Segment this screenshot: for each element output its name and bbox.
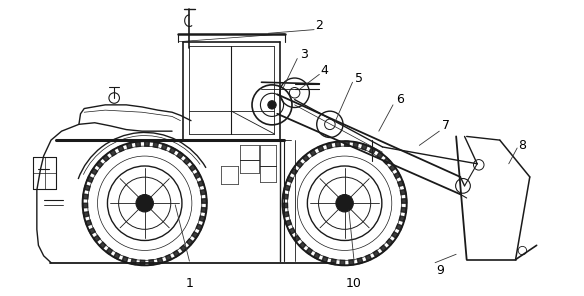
Polygon shape [291, 168, 297, 175]
Polygon shape [377, 152, 383, 159]
Polygon shape [158, 258, 163, 264]
Text: 10: 10 [346, 277, 362, 290]
Polygon shape [400, 189, 406, 195]
Circle shape [268, 101, 276, 109]
Polygon shape [345, 141, 349, 146]
Polygon shape [87, 176, 93, 182]
Polygon shape [131, 259, 136, 265]
Polygon shape [180, 245, 187, 252]
Polygon shape [293, 235, 300, 242]
Circle shape [109, 93, 120, 103]
Polygon shape [99, 242, 106, 249]
Polygon shape [373, 250, 380, 257]
Polygon shape [366, 255, 371, 261]
Text: 2: 2 [315, 20, 324, 33]
Polygon shape [84, 185, 90, 191]
Polygon shape [394, 172, 401, 178]
Polygon shape [322, 256, 328, 263]
Circle shape [136, 194, 154, 212]
Polygon shape [284, 185, 290, 191]
Polygon shape [387, 239, 393, 245]
Polygon shape [380, 245, 387, 252]
Circle shape [336, 194, 353, 212]
Polygon shape [169, 147, 176, 154]
Polygon shape [93, 235, 100, 242]
Text: 6: 6 [396, 93, 404, 106]
Polygon shape [96, 161, 103, 168]
Polygon shape [200, 189, 206, 195]
Polygon shape [201, 199, 207, 203]
Polygon shape [173, 250, 180, 257]
Polygon shape [286, 220, 291, 226]
Polygon shape [283, 212, 289, 217]
Polygon shape [194, 172, 201, 178]
Polygon shape [162, 144, 168, 150]
Text: 7: 7 [442, 119, 450, 132]
Polygon shape [340, 260, 345, 265]
Polygon shape [399, 216, 405, 221]
Polygon shape [283, 194, 288, 199]
Polygon shape [140, 260, 145, 265]
Polygon shape [390, 165, 396, 171]
Polygon shape [122, 256, 128, 263]
Polygon shape [110, 149, 116, 156]
Text: 8: 8 [519, 139, 526, 152]
Polygon shape [396, 224, 402, 230]
Text: 9: 9 [436, 263, 444, 276]
Polygon shape [335, 141, 340, 147]
Polygon shape [288, 228, 295, 234]
Polygon shape [303, 155, 309, 161]
Polygon shape [189, 165, 196, 171]
Polygon shape [102, 155, 109, 161]
Polygon shape [318, 145, 324, 152]
Polygon shape [283, 203, 288, 208]
Polygon shape [361, 144, 367, 150]
Polygon shape [192, 232, 199, 238]
Polygon shape [314, 253, 320, 259]
Polygon shape [83, 194, 88, 199]
Polygon shape [402, 199, 406, 203]
Polygon shape [299, 242, 306, 249]
Polygon shape [384, 158, 390, 164]
Polygon shape [331, 259, 336, 265]
Polygon shape [177, 152, 183, 159]
Text: 4: 4 [321, 64, 329, 77]
Polygon shape [349, 260, 354, 265]
Polygon shape [91, 168, 98, 175]
Polygon shape [118, 145, 124, 152]
Polygon shape [306, 248, 312, 255]
Text: 5: 5 [355, 72, 363, 85]
Polygon shape [149, 260, 154, 265]
Polygon shape [89, 228, 95, 234]
Polygon shape [114, 253, 120, 259]
Polygon shape [198, 181, 204, 186]
Polygon shape [398, 181, 404, 186]
Text: 1: 1 [186, 277, 193, 290]
Polygon shape [196, 224, 203, 230]
Polygon shape [135, 141, 140, 147]
Polygon shape [82, 203, 88, 208]
Polygon shape [145, 141, 150, 146]
Polygon shape [186, 239, 193, 245]
Polygon shape [126, 143, 132, 149]
Polygon shape [296, 161, 303, 168]
Polygon shape [326, 143, 332, 149]
Polygon shape [183, 158, 190, 164]
Polygon shape [84, 212, 89, 217]
Polygon shape [165, 255, 172, 261]
Polygon shape [310, 149, 316, 156]
Polygon shape [392, 232, 398, 238]
Polygon shape [287, 176, 293, 182]
Text: 3: 3 [300, 48, 308, 61]
Polygon shape [357, 258, 363, 264]
Polygon shape [353, 142, 359, 148]
Polygon shape [201, 207, 207, 213]
Polygon shape [153, 142, 158, 148]
Polygon shape [401, 207, 406, 213]
Polygon shape [370, 147, 376, 154]
Polygon shape [199, 216, 205, 221]
Polygon shape [106, 248, 113, 255]
Polygon shape [85, 220, 92, 226]
